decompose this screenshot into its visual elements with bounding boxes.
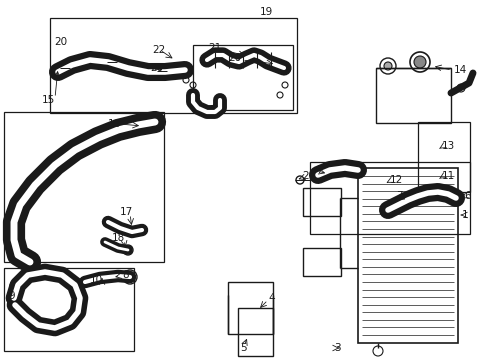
Text: 15: 15 bbox=[42, 95, 55, 105]
Text: 19: 19 bbox=[260, 7, 273, 17]
Text: 10: 10 bbox=[90, 275, 103, 285]
Text: 2: 2 bbox=[302, 171, 308, 181]
Text: 7: 7 bbox=[395, 191, 402, 201]
Text: 14: 14 bbox=[453, 65, 467, 75]
Text: 17: 17 bbox=[120, 207, 133, 217]
Bar bbox=[50, 18, 296, 113]
Bar bbox=[238, 308, 272, 356]
Bar bbox=[303, 248, 340, 276]
Bar bbox=[357, 168, 457, 343]
Bar bbox=[4, 268, 134, 351]
Bar bbox=[4, 112, 163, 262]
Text: 11: 11 bbox=[441, 171, 454, 181]
Text: 18: 18 bbox=[112, 233, 125, 243]
Text: 8: 8 bbox=[122, 270, 128, 280]
Circle shape bbox=[383, 62, 391, 70]
Text: 6: 6 bbox=[463, 191, 469, 201]
Text: 12: 12 bbox=[389, 175, 403, 185]
Circle shape bbox=[413, 56, 425, 68]
Text: 16: 16 bbox=[108, 119, 121, 129]
Text: 7: 7 bbox=[315, 165, 322, 175]
Text: 20: 20 bbox=[54, 37, 67, 47]
Bar bbox=[417, 122, 469, 192]
Bar bbox=[303, 188, 340, 216]
Text: 20: 20 bbox=[227, 53, 241, 63]
Text: 13: 13 bbox=[441, 141, 454, 151]
Bar bbox=[227, 282, 272, 334]
Text: 5: 5 bbox=[240, 343, 246, 353]
Text: 21: 21 bbox=[207, 43, 221, 53]
Bar bbox=[309, 162, 469, 234]
Text: 1: 1 bbox=[461, 210, 468, 220]
Bar bbox=[193, 45, 292, 110]
Text: 4: 4 bbox=[267, 293, 274, 303]
Bar bbox=[375, 68, 450, 123]
Text: 9: 9 bbox=[8, 291, 15, 301]
Text: 3: 3 bbox=[333, 343, 340, 353]
Text: 20: 20 bbox=[150, 63, 163, 73]
Text: 22: 22 bbox=[152, 45, 165, 55]
